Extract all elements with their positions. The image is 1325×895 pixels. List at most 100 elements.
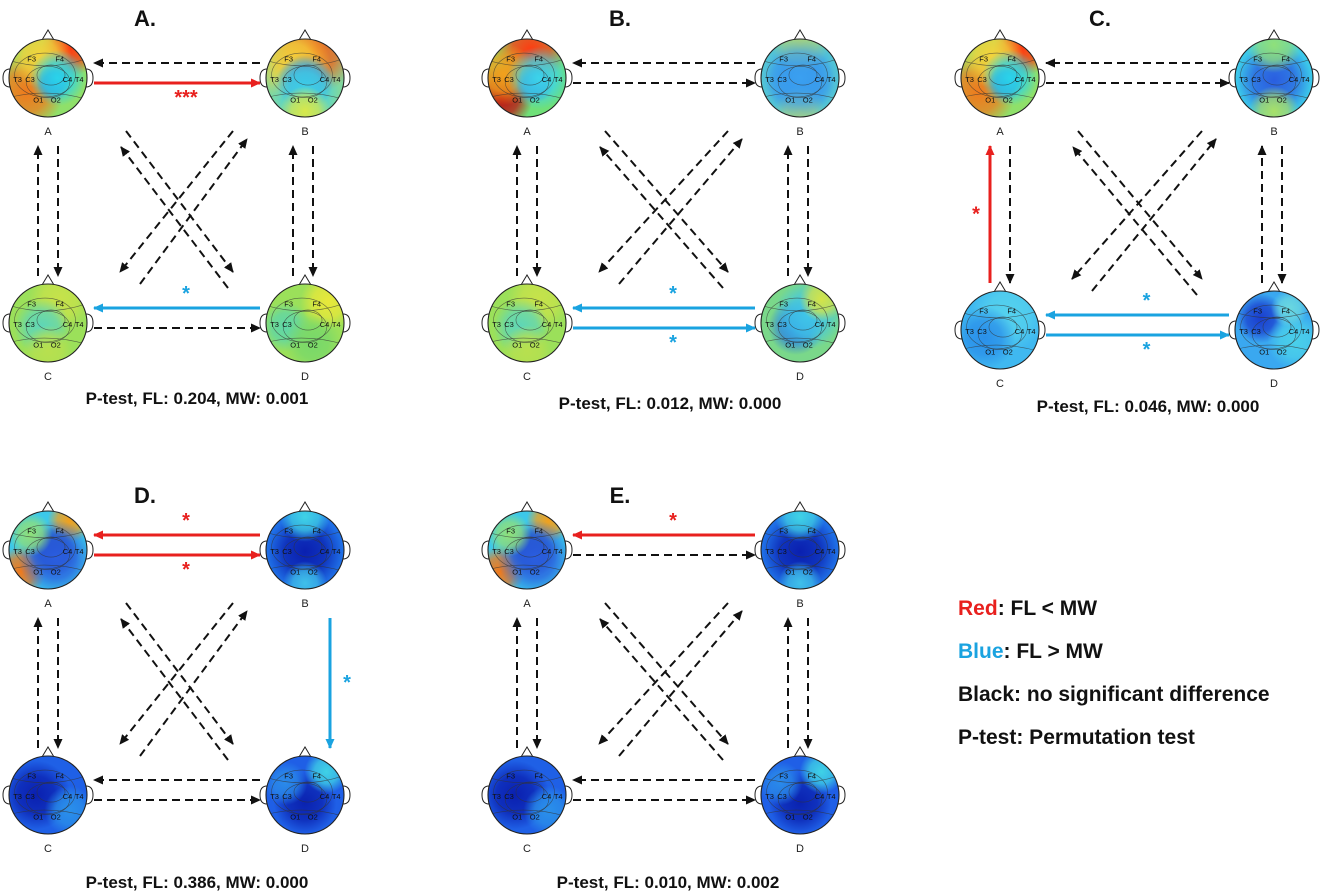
scalp-map-c: F3 F4 T3 C3 C4 T4 O1 O2 C — [954, 281, 1046, 390]
electrode-label-t4: T4 — [1027, 75, 1036, 84]
ptest-caption: P-test, FL: 0.012, MW: 0.000 — [559, 394, 782, 413]
electrode-label-o2: O2 — [530, 340, 540, 349]
electrode-label-t4: T4 — [827, 547, 836, 556]
significance-marker-b-to-d: * — [343, 672, 351, 694]
electrode-label-o1: O1 — [985, 95, 995, 104]
legend: Red: FL < MW Blue: FL > MW Black: no sig… — [958, 597, 1270, 769]
arrow-d-to-a — [120, 618, 229, 761]
node-label-a: A — [44, 126, 52, 138]
left-ear-shape — [754, 540, 763, 560]
electrode-label-f4: F4 — [1007, 307, 1016, 316]
node-label-b: B — [796, 126, 803, 138]
left-ear-shape — [1228, 320, 1237, 340]
arrow-a-to-d — [604, 602, 729, 745]
electrode-label-c3: C3 — [777, 792, 787, 801]
electrode-label-t4: T4 — [1301, 327, 1310, 336]
node-label-a: A — [523, 598, 531, 610]
arrow-d-to-a — [120, 146, 229, 289]
electrode-label-o1: O1 — [290, 567, 300, 576]
electrode-label-t4: T4 — [75, 792, 84, 801]
scalp-map-d: F3 F4 T3 C3 C4 T4 O1 O2 D — [259, 746, 351, 855]
electrode-label-c3: C3 — [25, 547, 35, 556]
electrode-label-t4: T4 — [827, 792, 836, 801]
electrode-label-t3: T3 — [1239, 327, 1248, 336]
electrode-label-o2: O2 — [530, 812, 540, 821]
electrode-label-o2: O2 — [1277, 95, 1287, 104]
left-ear-shape — [259, 540, 268, 560]
right-ear-shape — [564, 540, 573, 560]
electrode-label-o1: O1 — [33, 812, 43, 821]
electrode-label-f4: F4 — [1007, 55, 1016, 64]
electrode-label-o1: O1 — [1259, 95, 1269, 104]
node-label-a: A — [996, 126, 1004, 138]
left-ear-shape — [954, 68, 963, 88]
scalp-map-b: F3 F4 T3 C3 C4 T4 O1 O2 B — [259, 501, 351, 610]
panel-c: C. P-test, FL: 0.046, MW: 0.000 — [1037, 6, 1260, 416]
electrode-label-f4: F4 — [55, 300, 64, 309]
electrode-label-c4: C4 — [1015, 327, 1025, 336]
nose-shape — [298, 29, 312, 41]
electrode-label-f3: F3 — [506, 300, 515, 309]
right-ear-shape — [342, 313, 351, 333]
electrode-label-o2: O2 — [1003, 95, 1013, 104]
significance-marker-b-to-a: * — [669, 510, 677, 532]
node-label-b: B — [301, 126, 308, 138]
electrode-label-o2: O2 — [308, 567, 318, 576]
nose-shape — [41, 501, 55, 513]
electrode-label-f3: F3 — [1253, 307, 1262, 316]
left-ear-shape — [754, 313, 763, 333]
electrode-label-o2: O2 — [803, 567, 813, 576]
significance-marker-d-to-c: * — [669, 283, 677, 305]
electrode-label-c4: C4 — [63, 792, 73, 801]
left-ear-shape — [481, 785, 490, 805]
nose-shape — [993, 281, 1007, 293]
node-label-d: D — [796, 371, 804, 383]
electrode-label-t3: T3 — [492, 75, 501, 84]
electrode-label-f3: F3 — [779, 300, 788, 309]
electrode-label-o2: O2 — [803, 340, 813, 349]
electrode-label-o2: O2 — [51, 340, 61, 349]
electrode-label-o1: O1 — [512, 95, 522, 104]
nose-shape — [520, 274, 534, 286]
electrode-label-o1: O1 — [33, 567, 43, 576]
significance-marker-d-to-c: * — [182, 283, 190, 305]
electrode-label-f4: F4 — [534, 300, 543, 309]
electrode-label-t3: T3 — [13, 320, 22, 329]
electrode-label-f3: F3 — [284, 772, 293, 781]
electrode-label-c4: C4 — [542, 792, 552, 801]
left-ear-shape — [2, 68, 11, 88]
electrode-label-f3: F3 — [979, 55, 988, 64]
electrode-label-t4: T4 — [554, 320, 563, 329]
scalp-map-c: F3 F4 T3 C3 C4 T4 O1 O2 C — [481, 746, 573, 855]
scalp-map-d: F3 F4 T3 C3 C4 T4 O1 O2 D — [1228, 281, 1320, 390]
ptest-caption: P-test, FL: 0.204, MW: 0.001 — [86, 389, 309, 408]
left-ear-shape — [259, 785, 268, 805]
ptest-caption: P-test, FL: 0.010, MW: 0.002 — [557, 873, 780, 892]
node-label-d: D — [301, 371, 309, 383]
electrode-label-c4: C4 — [320, 75, 330, 84]
node-label-c: C — [44, 371, 52, 383]
node-label-d: D — [1270, 378, 1278, 390]
nose-shape — [41, 746, 55, 758]
legend-text-black: : no significant difference — [1014, 683, 1270, 706]
electrode-label-c3: C3 — [25, 320, 35, 329]
left-ear-shape — [481, 68, 490, 88]
electrode-label-c3: C3 — [282, 320, 292, 329]
scalp-map-a: F3 F4 T3 C3 C4 T4 O1 O2 A — [481, 29, 573, 138]
electrode-label-t4: T4 — [332, 320, 341, 329]
electrode-label-f3: F3 — [1253, 55, 1262, 64]
electrode-label-t3: T3 — [965, 327, 974, 336]
electrode-label-f3: F3 — [779, 527, 788, 536]
panel-b: B. P-test, FL: 0.012, MW: 0.000 — [559, 6, 782, 413]
electrode-label-o2: O2 — [530, 95, 540, 104]
scalp-map-c: F3 F4 T3 C3 C4 T4 O1 O2 C — [481, 274, 573, 383]
right-ear-shape — [564, 313, 573, 333]
node-label-c: C — [523, 371, 531, 383]
scalp-map-b: F3 F4 T3 C3 C4 T4 O1 O2 B — [1228, 29, 1320, 138]
right-ear-shape — [837, 785, 846, 805]
scalp-map-a: F3 F4 T3 C3 C4 T4 O1 O2 A — [481, 501, 573, 610]
electrode-label-o1: O1 — [290, 812, 300, 821]
electrode-label-o1: O1 — [33, 340, 43, 349]
electrode-label-o2: O2 — [308, 340, 318, 349]
